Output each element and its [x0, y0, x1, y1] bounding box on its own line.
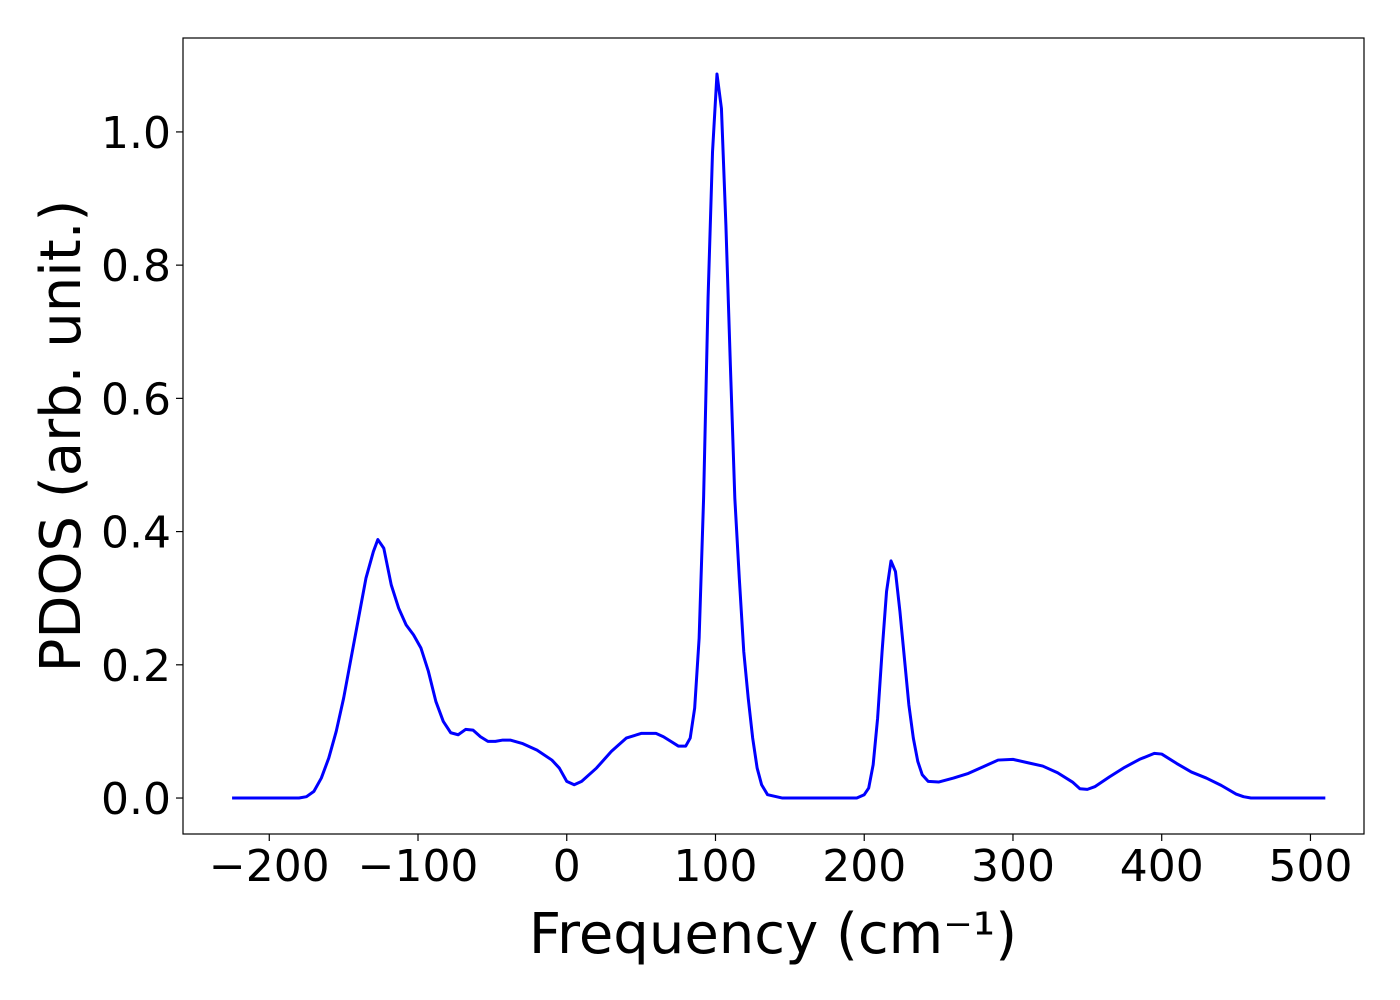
y-tick-label: 0.4 [101, 508, 171, 559]
y-tick-label: 0.2 [101, 641, 171, 692]
x-tick-label: 200 [822, 841, 906, 892]
plot-frame [182, 37, 1365, 835]
line-series [232, 72, 1326, 800]
x-tick-label: 500 [1268, 841, 1352, 892]
x-tick-label: 0 [553, 841, 581, 892]
x-tick-label: −200 [209, 841, 330, 892]
y-tick-label: 0.0 [101, 774, 171, 825]
x-tick-label: 300 [971, 841, 1055, 892]
x-tick-label: 400 [1120, 841, 1204, 892]
y-axis-label: PDOS (arb. unit.) [29, 200, 94, 673]
y-tick-label: 0.6 [101, 374, 171, 425]
x-axis-label: Frequency (cm⁻¹) [529, 902, 1017, 967]
x-tick-label: −100 [358, 841, 479, 892]
y-tick-label: 0.8 [101, 241, 171, 292]
x-tick-label: 100 [673, 841, 757, 892]
y-tick-label: 1.0 [101, 108, 171, 159]
